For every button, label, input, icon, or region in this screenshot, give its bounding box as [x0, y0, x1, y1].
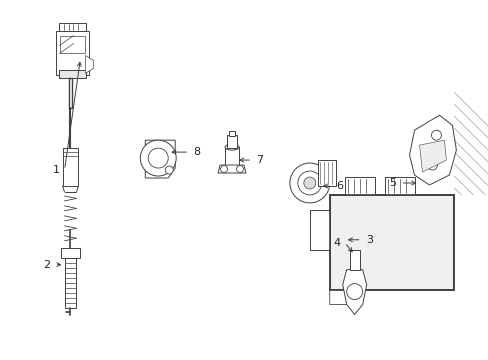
Polygon shape: [61, 248, 81, 258]
Bar: [309, 210, 329, 250]
Bar: [59, 23, 86, 31]
Polygon shape: [342, 270, 366, 315]
Circle shape: [220, 166, 227, 172]
Bar: [60, 36, 85, 54]
Circle shape: [165, 166, 173, 174]
Circle shape: [430, 130, 441, 140]
Circle shape: [297, 171, 321, 195]
Bar: [349, 250, 359, 270]
Bar: [329, 195, 453, 289]
Circle shape: [427, 160, 437, 170]
Text: 1: 1: [53, 165, 60, 175]
Text: 8: 8: [193, 147, 200, 157]
Bar: [384, 177, 414, 195]
Polygon shape: [85, 55, 93, 73]
Bar: [64, 258, 76, 307]
Polygon shape: [145, 140, 175, 178]
Bar: [226, 135, 237, 148]
Text: 7: 7: [256, 155, 263, 165]
Circle shape: [140, 140, 176, 176]
Bar: [329, 195, 453, 289]
Polygon shape: [218, 165, 245, 173]
Text: 2: 2: [43, 260, 50, 270]
Text: 5: 5: [388, 178, 395, 188]
Bar: [344, 177, 374, 195]
Circle shape: [236, 166, 243, 172]
Bar: [62, 148, 78, 186]
Circle shape: [346, 284, 362, 300]
Bar: [317, 160, 335, 186]
Bar: [56, 31, 89, 75]
Circle shape: [148, 148, 168, 168]
Text: 6: 6: [336, 181, 343, 191]
Polygon shape: [419, 140, 446, 172]
Bar: [228, 131, 235, 136]
Text: 4: 4: [332, 238, 340, 248]
Bar: [59, 71, 86, 78]
Circle shape: [303, 177, 315, 189]
Bar: [224, 147, 239, 169]
Polygon shape: [329, 289, 359, 305]
Circle shape: [289, 163, 329, 203]
Text: 3: 3: [366, 235, 372, 245]
Ellipse shape: [224, 144, 239, 150]
Polygon shape: [408, 115, 455, 185]
